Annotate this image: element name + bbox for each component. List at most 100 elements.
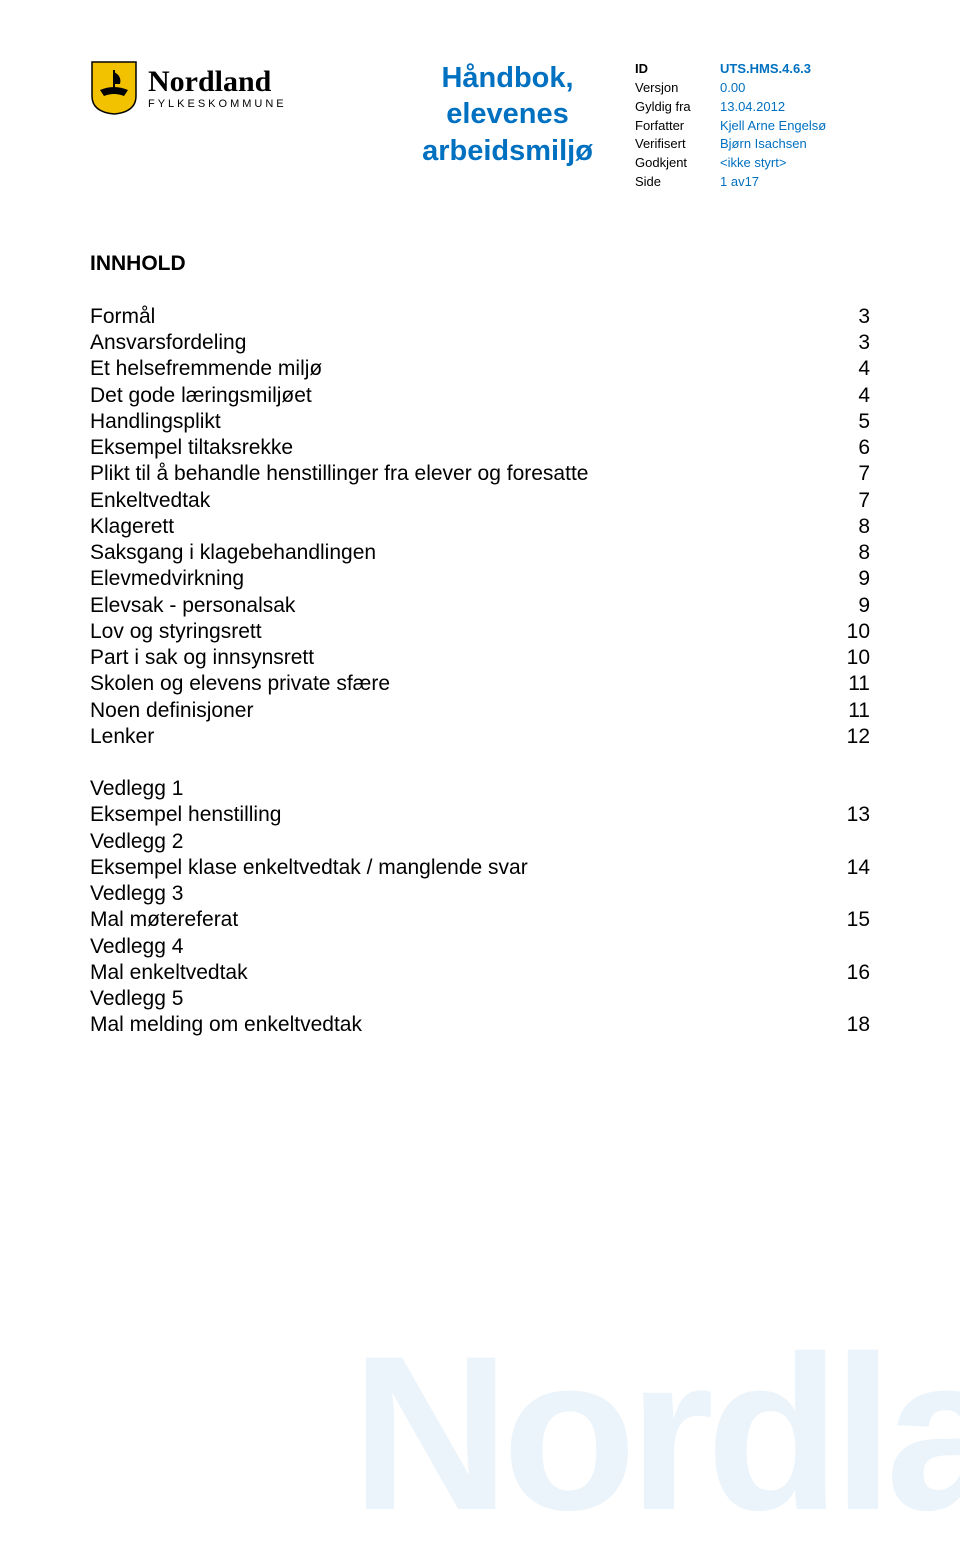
toc-page: 4	[830, 356, 870, 382]
toc-vedlegg-head-label: Vedlegg 3	[90, 881, 183, 907]
toc-label: Elevmedvirkning	[90, 566, 244, 592]
meta-forfatter-val: Kjell Arne Engelsø	[720, 117, 826, 136]
toc-page: 5	[830, 409, 870, 435]
toc-row: Eksempel henstilling 13	[90, 802, 870, 828]
meta-godkjent-key: Godkjent	[635, 154, 720, 173]
toc-label: Enkeltvedtak	[90, 488, 210, 514]
toc-row: Mal melding om enkeltvedtak 18	[90, 1012, 870, 1038]
shield-icon	[90, 60, 138, 116]
meta-side-val: 1 av17	[720, 173, 759, 192]
toc-page: 7	[830, 488, 870, 514]
toc-row: Eksempel tiltaksrekke 6	[90, 435, 870, 461]
toc-row: Eksempel klase enkeltvedtak / manglende …	[90, 855, 870, 881]
meta-id: ID UTS.HMS.4.6.3	[635, 60, 870, 79]
toc-page: 8	[830, 514, 870, 540]
toc-page: 13	[830, 802, 870, 828]
meta-gyldig-key: Gyldig fra	[635, 98, 720, 117]
toc-page: 11	[830, 698, 870, 724]
toc-row: Part i sak og innsynsrett 10	[90, 645, 870, 671]
toc-row: Formål 3	[90, 304, 870, 330]
page-container: Nordland FYLKESKOMMUNE Håndbok, elevenes…	[0, 0, 960, 1099]
toc-page: 14	[830, 855, 870, 881]
logo-block: Nordland FYLKESKOMMUNE	[90, 60, 380, 116]
meta-verifisert-key: Verifisert	[635, 135, 720, 154]
toc-row: Klagerett 8	[90, 514, 870, 540]
toc-row: Elevsak - personalsak 9	[90, 593, 870, 619]
meta-forfatter: Forfatter Kjell Arne Engelsø	[635, 117, 870, 136]
toc-row: Saksgang i klagebehandlingen 8	[90, 540, 870, 566]
toc-page: 4	[830, 383, 870, 409]
toc-label: Mal møtereferat	[90, 907, 238, 933]
toc-main: Formål3Ansvarsfordeling3Et helsefremmend…	[90, 304, 870, 750]
toc-page: 16	[830, 960, 870, 986]
toc-label: Formål	[90, 304, 155, 330]
toc-label: Klagerett	[90, 514, 174, 540]
toc-page: 6	[830, 435, 870, 461]
toc-vedlegg-head: Vedlegg 2	[90, 829, 870, 855]
toc-label: Handlingsplikt	[90, 409, 221, 435]
toc-row: Lenker 12	[90, 724, 870, 750]
toc-page: 10	[830, 619, 870, 645]
section-title: INNHOLD	[90, 252, 870, 276]
toc-page: 12	[830, 724, 870, 750]
logo-brand: Nordland	[148, 67, 287, 97]
toc-vedlegg-head-label: Vedlegg 5	[90, 986, 183, 1012]
doc-title-line2: arbeidsmiljø	[422, 135, 593, 167]
toc-vedlegg: Vedlegg 1Eksempel henstilling 13 Vedlegg 2…	[90, 776, 870, 1039]
toc-label: Et helsefremmende miljø	[90, 356, 322, 382]
toc-row: Noen definisjoner11	[90, 698, 870, 724]
meta-id-key: ID	[635, 60, 720, 79]
toc-page: 8	[830, 540, 870, 566]
header: Nordland FYLKESKOMMUNE Håndbok, elevenes…	[90, 60, 870, 192]
meta-gyldig-val: 13.04.2012	[720, 98, 785, 117]
toc-label: Eksempel tiltaksrekke	[90, 435, 293, 461]
logo-subtitle: FYLKESKOMMUNE	[148, 99, 287, 110]
meta-gyldig: Gyldig fra 13.04.2012	[635, 98, 870, 117]
toc-row: Det gode læringsmiljøet 4	[90, 383, 870, 409]
toc-row: Elevmedvirkning 9	[90, 566, 870, 592]
toc-row: Handlingsplikt 5	[90, 409, 870, 435]
toc-vedlegg-head: Vedlegg 3	[90, 881, 870, 907]
toc-label: Plikt til å behandle henstillinger fra e…	[90, 461, 588, 487]
toc-page: 7	[830, 461, 870, 487]
toc-page: 18	[830, 1012, 870, 1038]
toc-label: Det gode læringsmiljøet	[90, 383, 312, 409]
meta-godkjent-val: <ikke styrt>	[720, 154, 786, 173]
toc-vedlegg-head: Vedlegg 4	[90, 934, 870, 960]
meta-versjon-val: 0.00	[720, 79, 745, 98]
toc-page: 3	[830, 304, 870, 330]
toc-page: 3	[830, 330, 870, 356]
meta-side: Side 1 av17	[635, 173, 870, 192]
toc-vedlegg-head-label: Vedlegg 4	[90, 934, 183, 960]
toc-row: Enkeltvedtak 7	[90, 488, 870, 514]
toc-label: Saksgang i klagebehandlingen	[90, 540, 376, 566]
toc-label: Mal melding om enkeltvedtak	[90, 1012, 362, 1038]
toc-vedlegg-head-label: Vedlegg 2	[90, 829, 183, 855]
toc-label: Elevsak - personalsak	[90, 593, 295, 619]
toc-row: Mal enkeltvedtak 16	[90, 960, 870, 986]
toc-row: Plikt til å behandle henstillinger fra e…	[90, 461, 870, 487]
toc: Formål3Ansvarsfordeling3Et helsefremmend…	[90, 304, 870, 1039]
toc-vedlegg-head-label: Vedlegg 1	[90, 776, 183, 802]
toc-page: 15	[830, 907, 870, 933]
toc-page: 9	[830, 593, 870, 619]
meta-verifisert-val: Bjørn Isachsen	[720, 135, 807, 154]
meta-id-val: UTS.HMS.4.6.3	[720, 60, 811, 79]
meta-versjon: Versjon 0.00	[635, 79, 870, 98]
meta-side-key: Side	[635, 173, 720, 192]
toc-label: Mal enkeltvedtak	[90, 960, 248, 986]
toc-row: Skolen og elevens private sfære 11	[90, 671, 870, 697]
meta-versjon-key: Versjon	[635, 79, 720, 98]
document-title: Håndbok, elevenes arbeidsmiljø	[380, 60, 635, 169]
toc-label: Eksempel klase enkeltvedtak / manglende …	[90, 855, 528, 881]
toc-label: Part i sak og innsynsrett	[90, 645, 314, 671]
toc-label: Skolen og elevens private sfære	[90, 671, 390, 697]
toc-row: Et helsefremmende miljø 4	[90, 356, 870, 382]
toc-label: Eksempel henstilling	[90, 802, 281, 828]
toc-row: Lov og styringsrett10	[90, 619, 870, 645]
toc-page: 10	[830, 645, 870, 671]
toc-page: 9	[830, 566, 870, 592]
toc-page: 11	[830, 671, 870, 697]
toc-label: Lenker	[90, 724, 154, 750]
toc-label: Ansvarsfordeling	[90, 330, 246, 356]
